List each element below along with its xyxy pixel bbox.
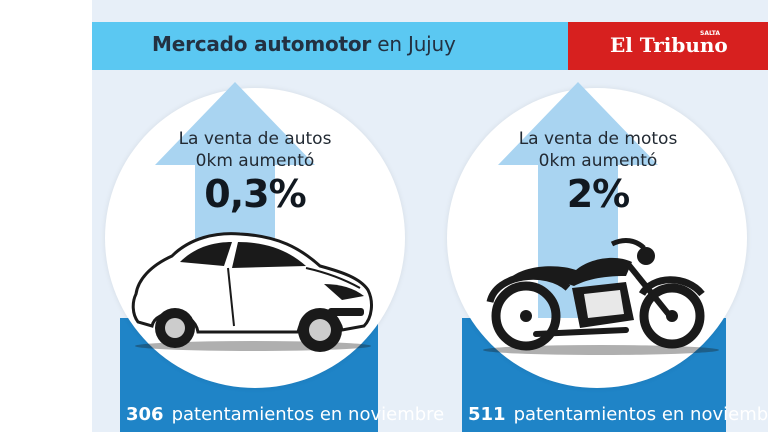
car-icon xyxy=(131,232,373,352)
card-autos-title-line2: 0km aumentó xyxy=(195,151,315,171)
page-title: Mercado automotor en Jujuy xyxy=(152,32,456,56)
card-motos-percent: 2% xyxy=(566,172,631,216)
title-bold: Mercado automotor xyxy=(152,32,372,56)
card-autos-percent: 0,3% xyxy=(204,172,306,216)
brand-logo: El Tribuno xyxy=(610,33,728,57)
card-autos-title: La venta de autos 0km aumentó xyxy=(145,128,365,172)
title-rest: en Jujuy xyxy=(371,32,456,56)
card-autos-title-line1: La venta de autos xyxy=(178,129,332,149)
card-motos-title-line1: La venta de motos xyxy=(518,129,678,149)
card-autos-stat: 306 patentamientos en noviembre xyxy=(126,404,444,425)
brand-mark: SALTA xyxy=(700,30,721,37)
brand-box xyxy=(568,22,768,70)
card-motos-count: 511 xyxy=(468,404,506,425)
card-autos-count-label: patentamientos en noviembre xyxy=(171,404,445,425)
motorcycle-icon xyxy=(483,238,719,355)
card-motos-count-label: patentamientos en noviembre xyxy=(513,404,768,425)
header-bar xyxy=(92,22,568,70)
card-motos-stat: 511 patentamientos en noviembre xyxy=(468,404,768,425)
card-motos-title: La venta de motos 0km aumentó xyxy=(488,128,708,172)
card-autos-count: 306 xyxy=(126,404,164,425)
card-motos-title-line2: 0km aumentó xyxy=(538,151,658,171)
